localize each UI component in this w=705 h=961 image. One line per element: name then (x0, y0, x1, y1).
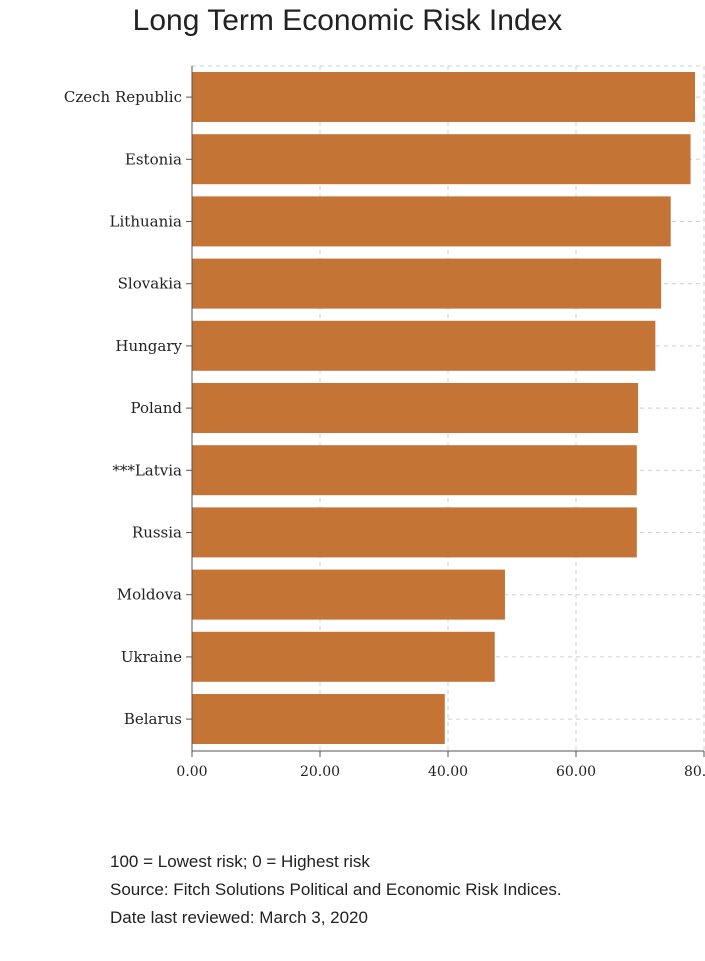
bar (192, 320, 656, 371)
source-note: Source: Fitch Solutions Political and Ec… (110, 880, 562, 899)
bar (192, 196, 671, 247)
x-tick-label: 0.00 (176, 764, 207, 780)
category-label: Czech Republic (64, 88, 182, 106)
category-label: Estonia (125, 150, 182, 168)
category-label: Lithuania (110, 213, 183, 231)
category-labels: Czech Republic Estonia Lithuania Slovakia Hu… (64, 88, 183, 728)
category-label: Poland (130, 399, 182, 417)
category-label: Slovakia (118, 275, 182, 293)
chart-title: Long Term Economic Risk Index (132, 4, 563, 37)
bars-group (192, 72, 696, 744)
bar (192, 694, 445, 744)
bar (192, 383, 639, 433)
chart-notes: 100 = Lowest risk; 0 = Highest risk Sour… (110, 848, 562, 932)
bar (192, 569, 505, 620)
bar (192, 72, 696, 122)
x-tick-labels: 0.00 20.00 40.00 60.00 80.00 (176, 764, 705, 780)
x-tick-label: 60.00 (556, 764, 596, 780)
risk-scale-note: 100 = Lowest risk; 0 = Highest risk (110, 852, 370, 871)
category-label: ***Latvia (112, 461, 182, 479)
category-label: Russia (132, 524, 182, 542)
bar (192, 631, 495, 682)
bar (192, 258, 662, 309)
category-label: Hungary (115, 337, 182, 355)
x-tick-label: 80.00 (684, 764, 705, 780)
bar (192, 134, 691, 185)
category-label: Belarus (124, 710, 182, 728)
category-label: Moldova (117, 586, 182, 604)
x-tick-label: 20.00 (300, 764, 340, 780)
x-tick-label: 40.00 (428, 764, 468, 780)
bar-chart: Czech Republic Estonia Lithuania Slovakia Hu… (64, 65, 705, 780)
review-date-note: Date last reviewed: March 3, 2020 (110, 908, 368, 927)
bar (192, 445, 637, 496)
category-label: Ukraine (121, 648, 182, 666)
bar (192, 507, 637, 558)
axes (186, 66, 705, 757)
